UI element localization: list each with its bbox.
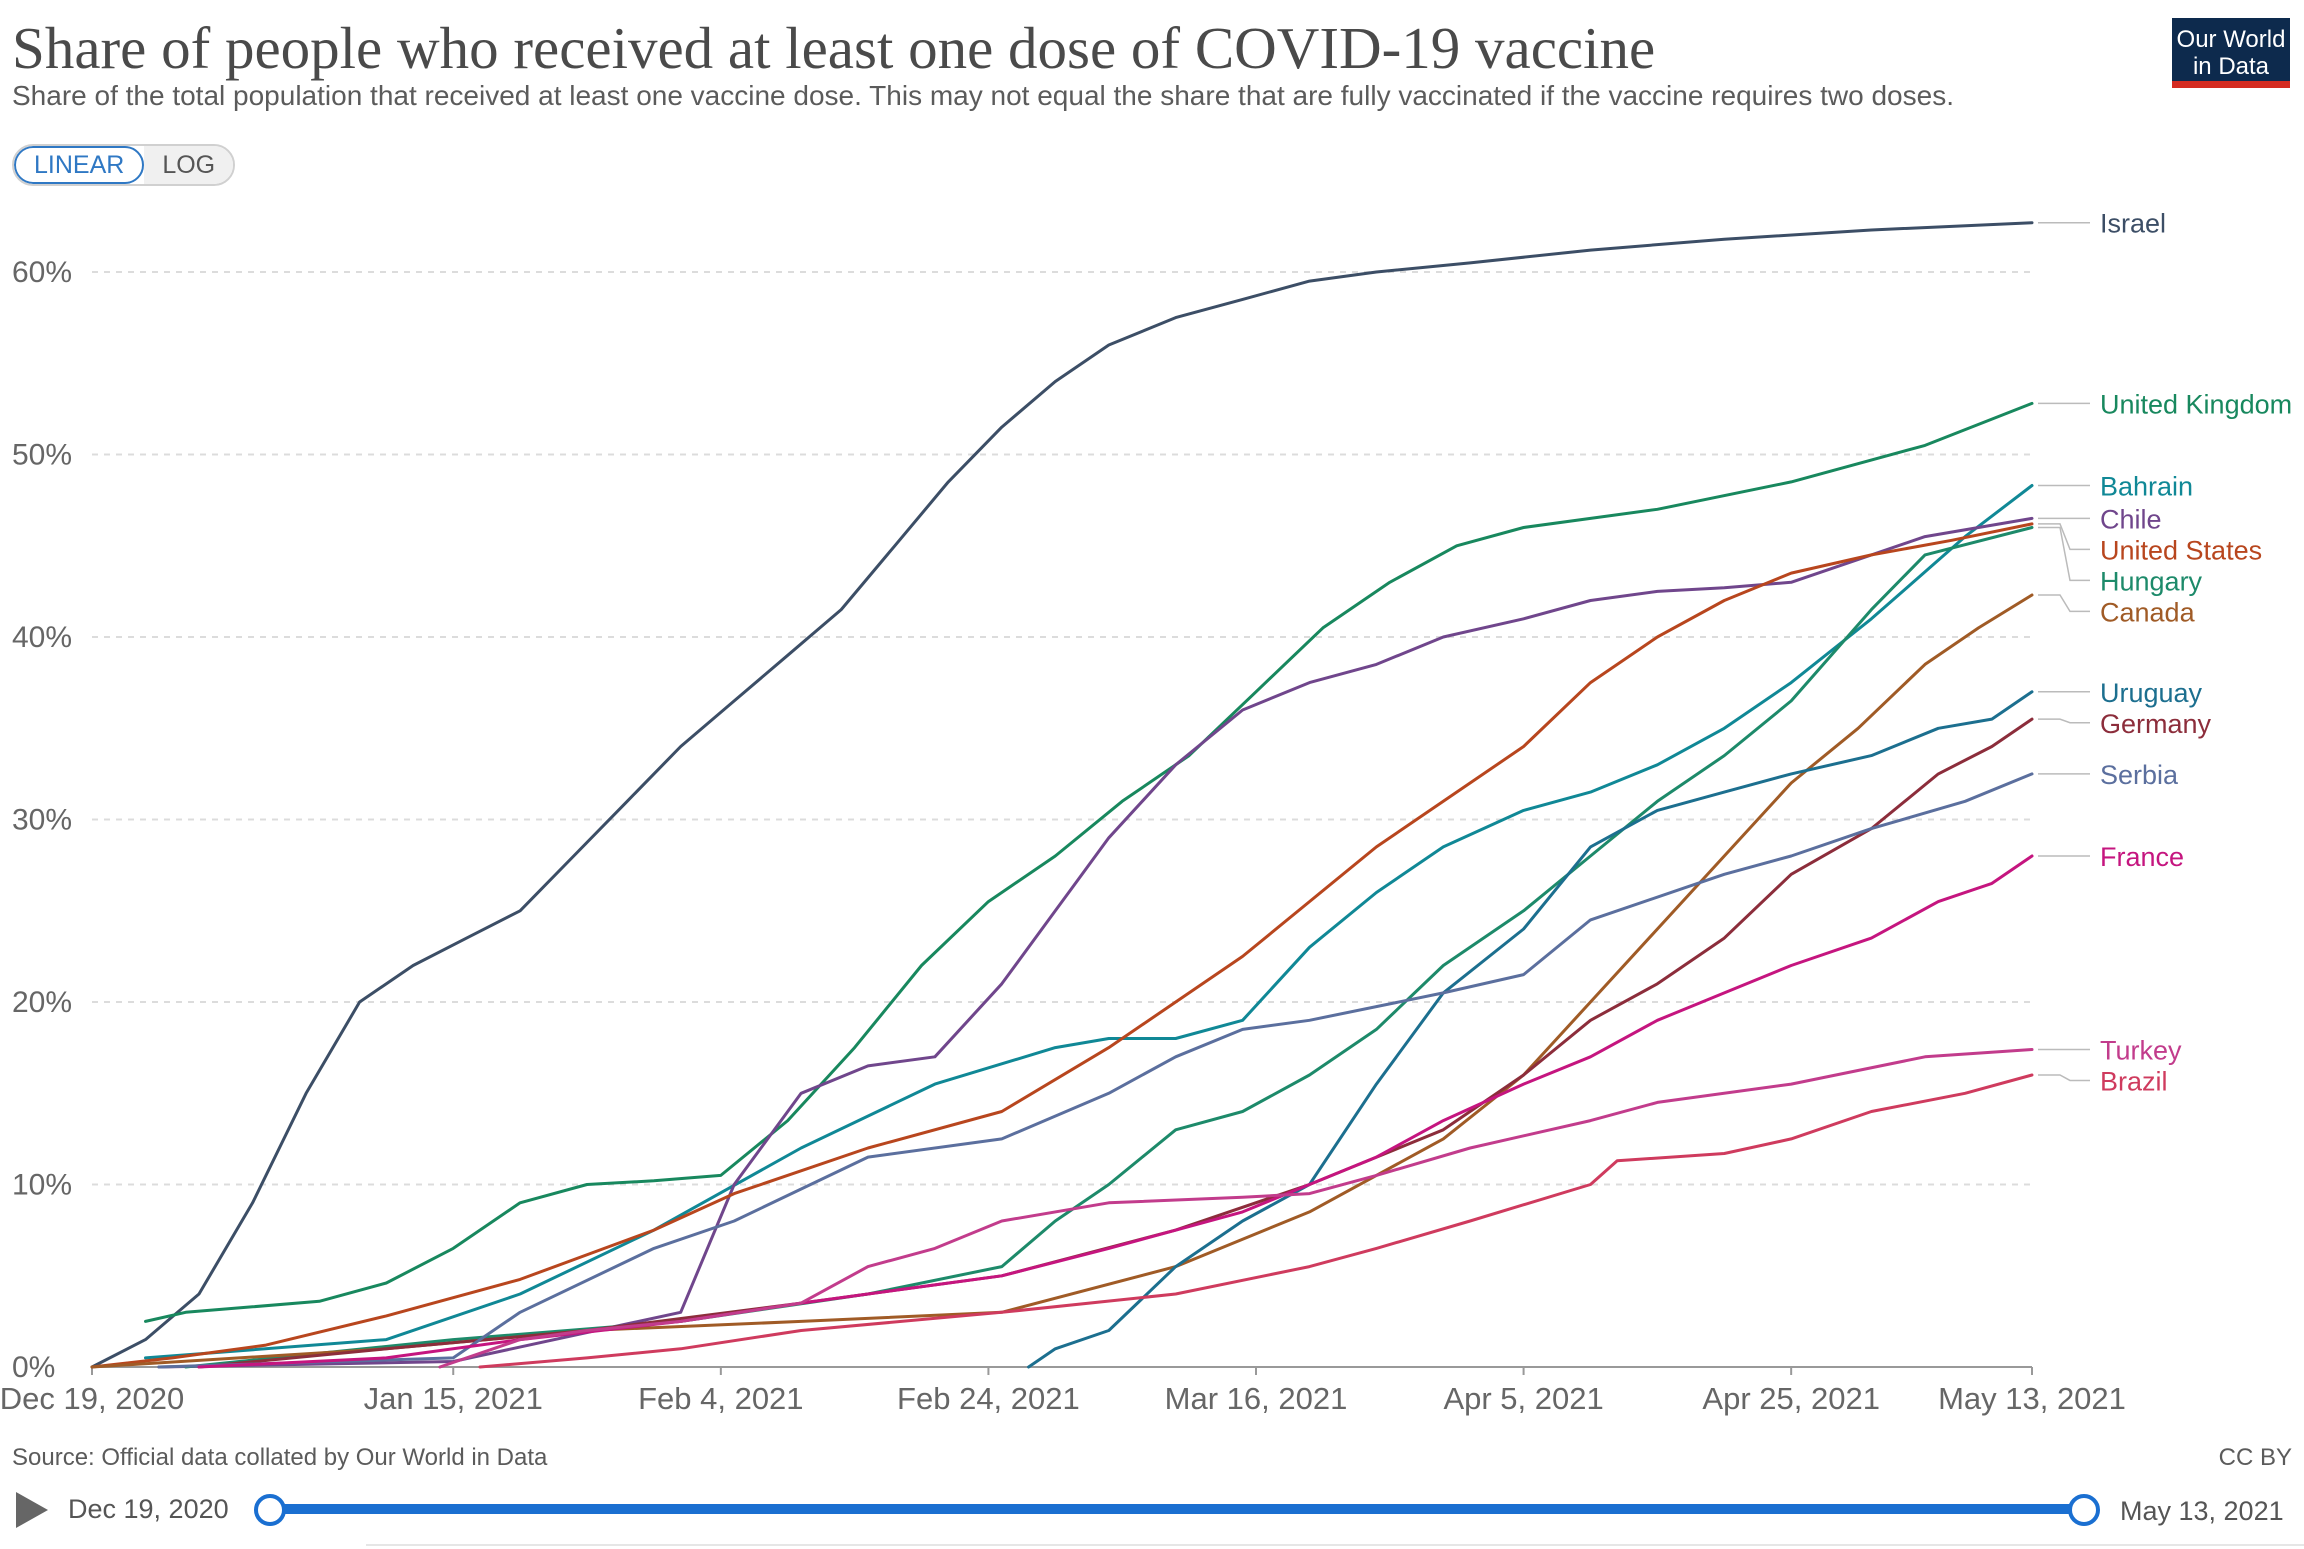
series-label: Canada [2100, 597, 2196, 627]
series-line-uruguay [1027, 690, 2034, 1369]
linear-scale-button[interactable]: LINEAR [14, 146, 145, 184]
series-label: Turkey [2100, 1035, 2182, 1065]
log-scale-button[interactable]: LOG [144, 146, 234, 184]
label-connector [2038, 1074, 2090, 1082]
scale-toggle: LINEAR LOG [12, 144, 236, 186]
source-note: Source: Official data collated by Our Wo… [12, 1444, 548, 1471]
series-line-hungary [184, 526, 2034, 1369]
y-tick-label: 10% [12, 1169, 72, 1202]
series-line-serbia [157, 772, 2034, 1369]
x-tick-label: May 13, 2021 [1938, 1381, 2126, 1416]
series-label: Chile [2100, 504, 2162, 534]
x-tick-label: Feb 4, 2021 [638, 1381, 803, 1416]
series-line-united-kingdom [144, 401, 2034, 1323]
label-connector [2038, 594, 2090, 613]
chart-title: Share of people who received at least on… [12, 15, 1656, 81]
series-line-bahrain [144, 484, 2034, 1360]
chart-subtitle: Share of the total population that recei… [12, 80, 1954, 111]
y-tick-label: 30% [12, 804, 72, 837]
series-line-united-states [90, 522, 2034, 1369]
series-label: Brazil [2100, 1066, 2168, 1096]
x-tick-label: Feb 24, 2021 [897, 1381, 1080, 1416]
x-tick-label: Jan 15, 2021 [364, 1381, 543, 1416]
x-tick-label: Mar 16, 2021 [1165, 1381, 1348, 1416]
timeline-end-label: May 13, 2021 [2120, 1496, 2284, 1526]
y-tick-label: 50% [12, 439, 72, 472]
y-tick-label: 40% [12, 621, 72, 654]
timeline-track[interactable] [268, 1504, 2080, 1514]
label-connector [2038, 523, 2090, 551]
line-chart: 0% 10% 20% 30% 40% 50% 60% Dec 19, 2020 Jan 15, … [0, 209, 2292, 1416]
y-tick-label: 0% [12, 1351, 55, 1384]
series-label: Serbia [2100, 760, 2179, 790]
timeline-start-handle[interactable] [254, 1494, 286, 1526]
series-line-turkey [438, 1048, 2034, 1369]
label-connector [2038, 526, 2090, 582]
x-tick-label: Apr 5, 2021 [1443, 1381, 1603, 1416]
owid-logo[interactable]: Our World in Data [2172, 18, 2290, 88]
x-tick-label: Apr 25, 2021 [1702, 1381, 1880, 1416]
series-line-brazil [478, 1073, 2034, 1369]
y-tick-label: 20% [12, 986, 72, 1019]
logo-line-1: Our World [2176, 26, 2286, 53]
x-tick-label: Dec 19, 2020 [0, 1381, 184, 1416]
series-label: France [2100, 842, 2184, 872]
series-label: United Kingdom [2100, 389, 2292, 419]
y-tick-label: 60% [12, 256, 72, 289]
timeline-start-label: Dec 19, 2020 [68, 1494, 229, 1524]
series-line-chile [157, 516, 2034, 1369]
series-line-germany [197, 717, 2034, 1369]
play-icon[interactable] [16, 1492, 48, 1528]
series-line-israel [90, 221, 2034, 1369]
series-line-canada [90, 593, 2034, 1369]
divider [366, 1544, 2304, 1546]
series-label: Uruguay [2100, 678, 2203, 708]
timeline-end-handle[interactable] [2068, 1494, 2100, 1526]
series-label: Germany [2100, 709, 2212, 739]
logo-line-2: in Data [2192, 53, 2270, 80]
series-label: United States [2100, 535, 2262, 565]
series-label: Israel [2100, 209, 2166, 239]
license-label[interactable]: CC BY [2218, 1444, 2292, 1471]
series-label: Bahrain [2100, 472, 2193, 502]
logo-accent-bar [2172, 81, 2290, 88]
series-line-france [197, 854, 2034, 1369]
series-label: Hungary [2100, 566, 2203, 596]
label-connector [2038, 718, 2090, 724]
